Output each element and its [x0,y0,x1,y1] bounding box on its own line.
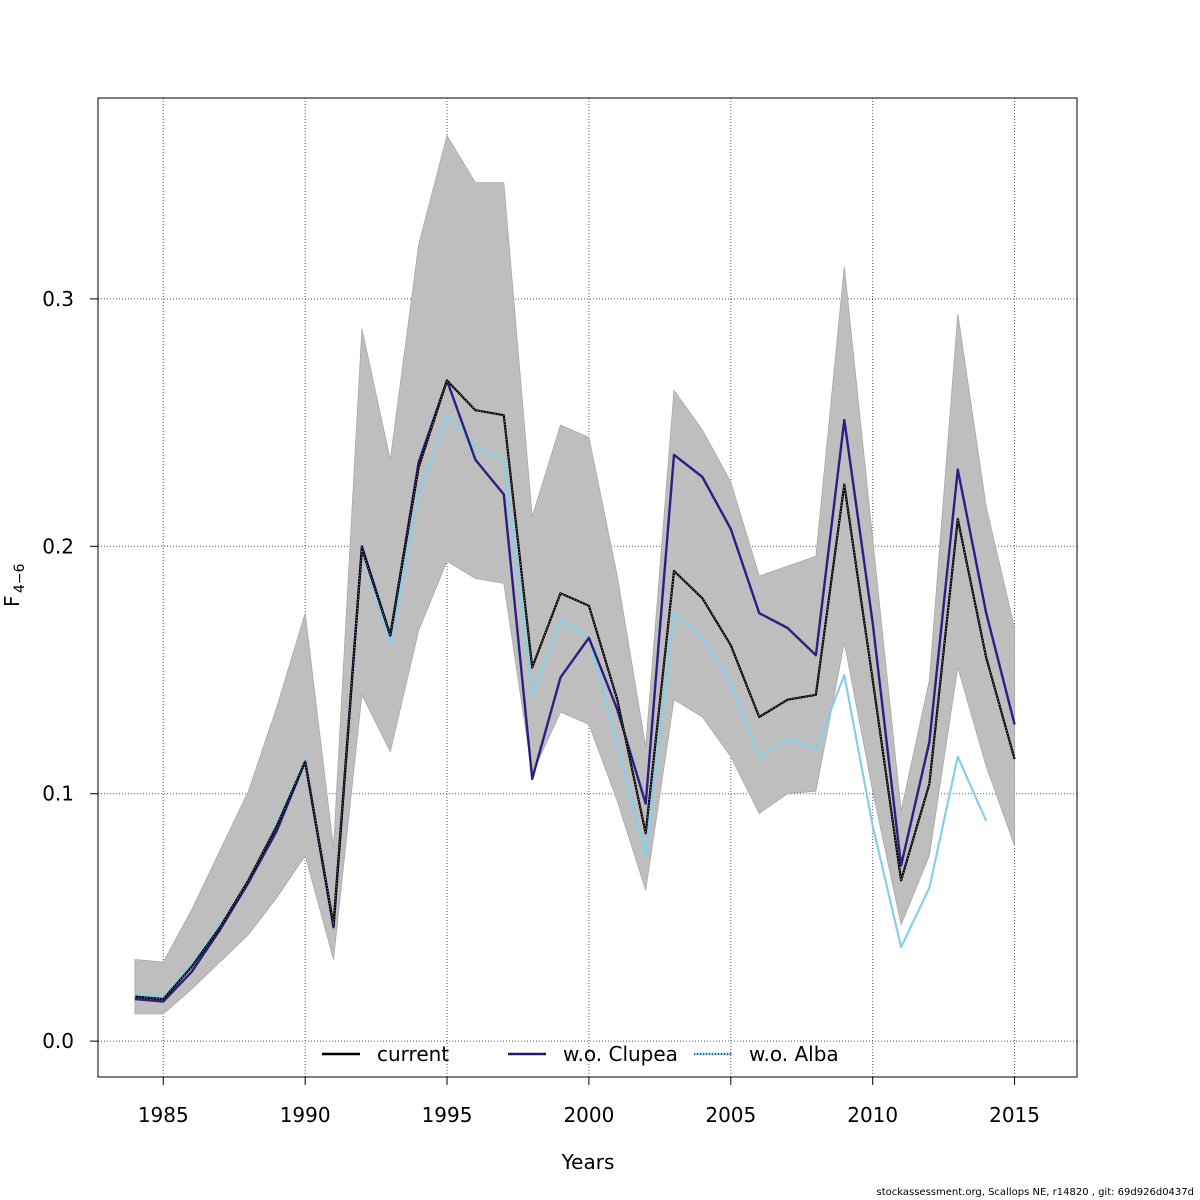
y-axis: 0.0 0.1 0.2 0.3 [42,287,98,1053]
x-axis-title: Years [561,1150,615,1174]
legend: current w.o. Clupea w.o. Alba [322,1042,839,1066]
y-axis-title-subscript: 4−6 [12,563,28,593]
x-tick-label: 1990 [280,1103,331,1127]
plot-frame [97,97,1078,1078]
confidence-band-layer [134,134,1015,1015]
x-tick-label: 1995 [422,1103,473,1127]
x-tick-label: 1985 [138,1103,189,1127]
series-line-w-o-clupea [134,379,1016,1003]
legend-label-current: current [377,1042,449,1066]
y-tick-label: 0.0 [42,1029,74,1053]
legend-label-w-o-alba: w.o. Alba [749,1042,839,1066]
x-axis: 1985 1990 1995 2000 2005 2010 2015 [138,1077,1040,1127]
confidence-band [134,134,1015,1015]
series-line-current-dotted [134,379,1016,1000]
y-tick-label: 0.3 [42,287,74,311]
y-tick-label: 0.2 [42,534,74,558]
footer-text: stockassessment.org, Scallops NE, r14820… [876,1187,1194,1198]
x-tick-label: 2015 [989,1103,1040,1127]
series-layer [134,379,1016,1003]
y-axis-title-main: F [0,595,24,607]
legend-label-w-o-clupea: w.o. Clupea [563,1042,678,1066]
y-tick-label: 0.1 [42,782,74,806]
y-axis-title: F 4−6 [0,563,28,607]
x-tick-label: 2000 [563,1103,614,1127]
x-tick-label: 2005 [705,1103,756,1127]
x-tick-label: 2010 [847,1103,898,1127]
